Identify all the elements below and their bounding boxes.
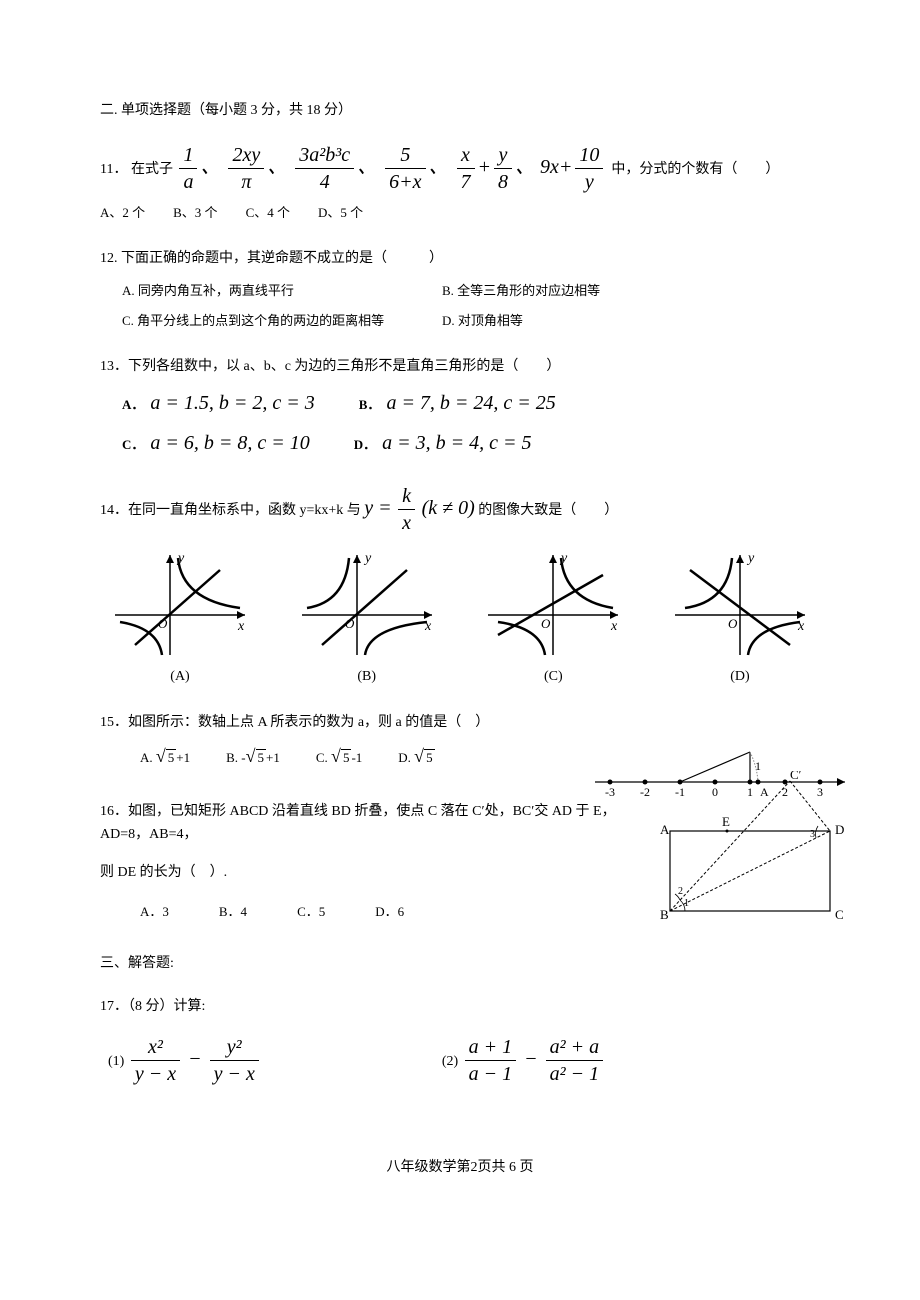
svg-text:O: O <box>541 616 551 631</box>
q13-options: A．a = 1.5, b = 2, c = 3 B．a = 7, b = 24,… <box>100 387 820 459</box>
q15-opt-d: D. 5 <box>398 742 434 771</box>
page-footer: 八年级数学第2页共 6 页 <box>100 1157 820 1179</box>
svg-text:D: D <box>835 822 844 837</box>
q14-graph-a: x y O (A) <box>110 550 250 688</box>
q14-graphs: x y O (A) x y O (B) <box>100 550 820 688</box>
q14-graph-d: x y O (D) <box>670 550 810 688</box>
q12-opt-d: D. 对顶角相等 <box>442 311 523 332</box>
svg-text:O: O <box>728 616 738 631</box>
svg-text:3: 3 <box>810 829 815 840</box>
q13-stem: 13．下列各组数中，以 a、b、c 为边的三角形不是直角三角形的是（ ） <box>100 356 820 378</box>
q11-post: 中，分式的个数有（ ） <box>611 162 779 177</box>
question-11: 11． 在式子 1a、 2xyπ、 3a²b³c4、 56+x、 x7+y8、 … <box>100 142 820 224</box>
q15-opt-b: B. -5+1 <box>226 742 280 771</box>
svg-text:x: x <box>237 619 245 634</box>
q13-opt-d: D．a = 3, b = 4, c = 5 <box>354 427 532 459</box>
svg-text:C: C <box>835 907 844 922</box>
question-14: 14．在同一直角坐标系中，函数 y=kx+k 与 y = kx (k ≠ 0) … <box>100 483 820 688</box>
question-12: 12. 下面正确的命题中，其逆命题不成立的是（ ） A. 同旁内角互补，两直线平… <box>100 248 820 332</box>
svg-text:y: y <box>746 551 755 566</box>
q16-opt-d: D．6 <box>375 902 404 923</box>
q12-options: A. 同旁内角互补，两直线平行 B. 全等三角形的对应边相等 C. 角平分线上的… <box>100 281 820 333</box>
q11-pre: 在式子 <box>131 162 173 177</box>
q15-opt-c: C. 5-1 <box>316 742 362 771</box>
q15-opt-a: A. 5+1 <box>140 742 190 771</box>
q17-parts: (1) x²y − x − y²y − x (2) a + 1a − 1 − a… <box>100 1034 820 1087</box>
svg-text:C′: C′ <box>790 771 802 782</box>
svg-text:2: 2 <box>678 886 683 897</box>
q14-graph-c: x y O (C) <box>483 550 623 688</box>
q14-stem: 14．在同一直角坐标系中，函数 y=kx+k 与 y = kx (k ≠ 0) … <box>100 483 820 536</box>
svg-text:A: A <box>660 822 670 837</box>
q16-stem1: 16．如图，已知矩形 ABCD 沿着直线 BD 折叠，使点 C 落在 C′处，B… <box>100 801 640 846</box>
q16-opt-a: A．3 <box>140 902 169 923</box>
q11-opt-d: D、5 个 <box>318 203 363 224</box>
svg-text:B: B <box>660 907 669 922</box>
q16-diagram: A B C D C′ E 1 2 3 <box>650 771 850 939</box>
svg-text:E: E <box>722 814 730 829</box>
q13-opt-a: A．a = 1.5, b = 2, c = 3 <box>122 387 315 419</box>
q11-opt-b: B、3 个 <box>173 203 217 224</box>
q11-stem: 11． 在式子 1a、 2xyπ、 3a²b³c4、 56+x、 x7+y8、 … <box>100 142 820 195</box>
q16-opt-b: B．4 <box>219 902 247 923</box>
q12-opt-a: A. 同旁内角互补，两直线平行 <box>122 281 402 302</box>
q11-options: A、2 个 B、3 个 C、4 个 D、5 个 <box>100 203 820 224</box>
q13-opt-b: B．a = 7, b = 24, c = 25 <box>359 387 556 419</box>
q12-stem: 12. 下面正确的命题中，其逆命题不成立的是（ ） <box>100 248 820 270</box>
q16-opt-c: C．5 <box>297 902 325 923</box>
q14-graph-b: x y O (B) <box>297 550 437 688</box>
question-17: 17．（8 分）计算: (1) x²y − x − y²y − x (2) a … <box>100 996 820 1087</box>
q17-part-2: (2) a + 1a − 1 − a² + aa² − 1 <box>442 1034 606 1087</box>
svg-text:x: x <box>610 619 618 634</box>
q12-opt-c: C. 角平分线上的点到这个角的两边的距离相等 <box>122 311 402 332</box>
q11-opt-a: A、2 个 <box>100 203 145 224</box>
q17-stem: 17．（8 分）计算: <box>100 996 820 1018</box>
q17-part-1: (1) x²y − x − y²y − x <box>108 1034 262 1087</box>
q11-opt-c: C、4 个 <box>246 203 290 224</box>
question-13: 13．下列各组数中，以 a、b、c 为边的三角形不是直角三角形的是（ ） A．a… <box>100 356 820 458</box>
q11-num: 11． <box>100 162 127 177</box>
question-15: 15．如图所示：数轴上点 A 所表示的数为 a，则 a 的值是（ ） A. 5+… <box>100 712 820 771</box>
q12-opt-b: B. 全等三角形的对应边相等 <box>442 281 600 302</box>
question-16: 16．如图，已知矩形 ABCD 沿着直线 BD 折叠，使点 C 落在 C′处，B… <box>100 801 820 923</box>
section-2-header: 二. 单项选择题（每小题 3 分，共 18 分） <box>100 100 820 122</box>
section-3-header: 三、解答题: <box>100 953 820 975</box>
q13-opt-c: C．a = 6, b = 8, c = 10 <box>122 427 310 459</box>
svg-text:1: 1 <box>684 898 689 909</box>
svg-text:-3: -3 <box>605 785 615 799</box>
svg-text:y: y <box>363 551 372 566</box>
svg-text:-2: -2 <box>640 785 650 799</box>
